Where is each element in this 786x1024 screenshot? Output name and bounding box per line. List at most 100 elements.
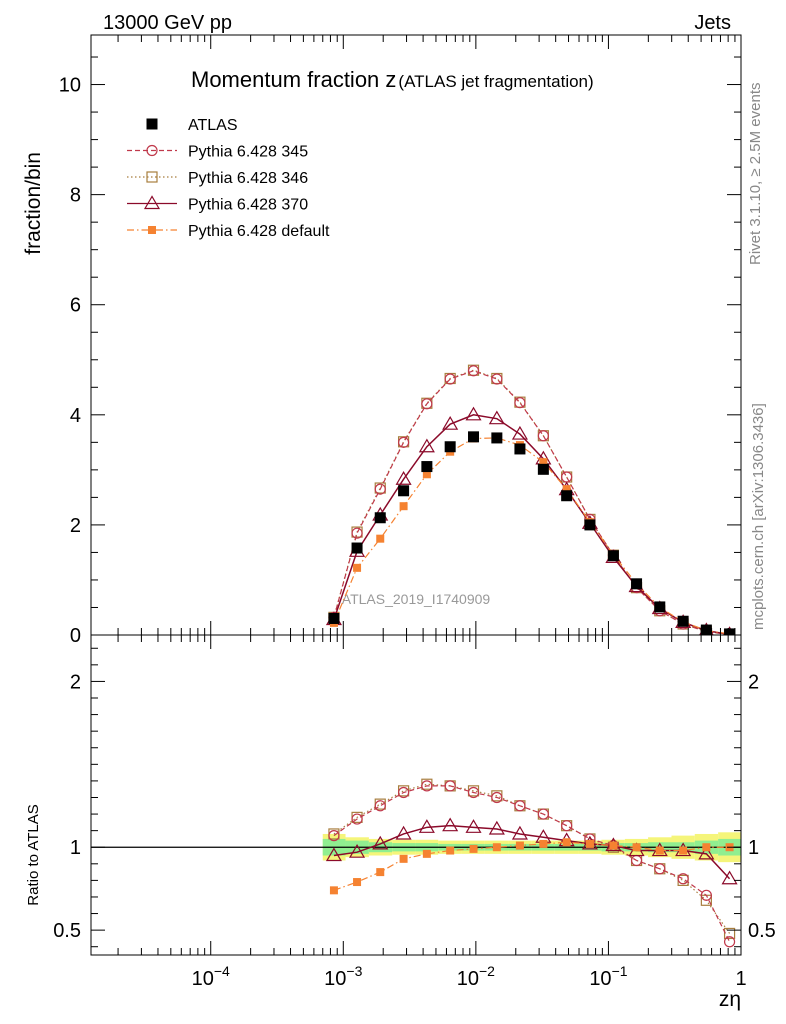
legend-marker-pdefault: [148, 226, 156, 234]
data-point-p370: [395, 825, 412, 840]
legend-marker-atlas: [146, 118, 158, 130]
data-point-atlas: [421, 461, 433, 473]
data-point-p345: [444, 373, 456, 385]
legend-label: Pythia 6.428 346: [188, 170, 308, 187]
legend: ATLAS Pythia 6.428 345 Pythia 6.428 346 Pyt…: [127, 117, 330, 240]
x-tick-label: 10−4: [192, 963, 230, 990]
y-tick-label: 0: [70, 625, 81, 647]
data-point-p370: [395, 471, 412, 485]
main-plot-area: 0 2 4 6 8 10: [59, 34, 742, 647]
ratio-y-tick-label-left: 0.5: [53, 920, 81, 942]
data-point-atlas: [607, 550, 619, 562]
data-point-atlas: [444, 441, 456, 453]
ratio-y-axis-label: Ratio to ATLAS: [25, 804, 42, 905]
ratio-y-tick-label-left: 2: [70, 671, 81, 693]
ratio-y-tick-label-right: 1: [748, 837, 759, 859]
data-point-p345: [351, 813, 363, 825]
data-point-p345: [654, 863, 666, 875]
legend-entry-atlas: ATLAS: [146, 117, 238, 134]
data-point-atlas: [561, 490, 573, 502]
data-point-atlas: [700, 624, 712, 635]
x-tick-label: 10−3: [324, 963, 362, 990]
data-point-pdefault: [492, 843, 501, 852]
data-point-pdefault: [399, 502, 408, 511]
data-point-p345: [421, 398, 433, 410]
data-point-p345: [491, 373, 503, 385]
data-point-p346: [723, 927, 736, 940]
data-point-atlas: [654, 601, 666, 613]
data-point-p370: [442, 817, 459, 832]
data-point-p370: [349, 844, 366, 858]
analysis-watermark: ATLAS_2019_I1740909: [342, 591, 491, 607]
x-tick-label: 10−2: [457, 963, 495, 990]
ratio-y-tick-label-right: 2: [748, 671, 759, 693]
data-point-pdefault: [702, 843, 711, 852]
data-point-atlas: [374, 512, 386, 524]
data-point-atlas: [584, 519, 596, 531]
series-line-p345: [333, 785, 731, 943]
y-tick-label: 2: [70, 515, 81, 537]
data-point-p345: [677, 873, 689, 885]
data-point-p370: [488, 820, 505, 835]
data-point-pdefault: [353, 878, 362, 887]
data-point-p370: [418, 819, 435, 833]
data-point-atlas: [631, 578, 643, 590]
legend-entry-p346: Pythia 6.428 346: [127, 170, 308, 187]
legend-entry-p345: Pythia 6.428 345: [127, 144, 308, 161]
rivet-version-label: Rivet 3.1.10, ≥ 2.5M events: [747, 83, 764, 266]
data-point-pdefault: [329, 886, 338, 895]
data-point-p345: [514, 397, 526, 409]
legend-entry-p370: Pythia 6.428 370: [127, 195, 308, 214]
data-point-pdefault: [446, 846, 455, 855]
data-point-p345: [491, 791, 503, 804]
data-point-p345: [328, 830, 340, 842]
data-point-p345: [397, 436, 410, 448]
data-point-pdefault: [376, 534, 385, 543]
x-tick-label: 1: [735, 968, 746, 990]
data-point-pdefault: [585, 839, 594, 848]
data-point-atlas: [328, 612, 340, 624]
legend-marker-p346: [146, 171, 158, 183]
ratio-plot-frame: [90, 634, 742, 956]
data-point-p345: [397, 786, 410, 799]
ratio-series-group: [325, 778, 738, 948]
data-point-p345: [374, 800, 386, 812]
data-point-atlas: [491, 432, 503, 444]
data-point-p345: [467, 786, 480, 799]
data-point-pdefault: [376, 868, 385, 877]
data-point-atlas: [398, 485, 410, 497]
ratio-y-tick-label-left: 1: [70, 837, 81, 859]
data-point-p345: [700, 889, 712, 901]
data-point-pdefault: [609, 841, 618, 850]
main-title: Momentum fraction z (ATLAS jet fragmentat…: [191, 67, 594, 92]
data-point-p345: [537, 808, 549, 820]
main-title-text: Momentum fraction z: [191, 67, 396, 92]
data-point-p345: [467, 365, 480, 377]
data-point-pdefault: [679, 846, 688, 855]
data-point-p370: [511, 825, 528, 840]
data-point-p370: [418, 438, 435, 453]
data-point-atlas: [468, 431, 480, 443]
y-tick-label: 6: [70, 295, 81, 317]
data-point-pdefault: [422, 849, 431, 858]
x-axis-label: zη: [719, 988, 741, 1011]
data-point-pdefault: [353, 563, 362, 572]
data-point-p345: [374, 483, 386, 495]
data-point-pdefault: [515, 841, 524, 850]
ratio-plot-area: 0.5 0.5 1 1 2 2 10−4 10−3 10−2 10−1 1: [53, 634, 776, 990]
data-point-p345: [561, 820, 573, 832]
data-point-p345: [421, 780, 433, 792]
main-y-axis-label: fraction/bin: [22, 152, 45, 255]
y-tick-label: 10: [59, 75, 81, 97]
x-tick-label: 10−1: [589, 963, 627, 990]
data-point-p345: [351, 527, 363, 539]
data-point-atlas: [351, 542, 363, 554]
series-line-p346: [333, 783, 731, 934]
data-point-atlas: [514, 443, 526, 455]
data-point-p345: [537, 430, 549, 442]
header-energy-label: 13000 GeV pp: [103, 12, 232, 34]
legend-label: Pythia 6.428 370: [188, 197, 308, 214]
data-point-p345: [444, 780, 456, 792]
legend-marker-p345: [146, 144, 158, 157]
